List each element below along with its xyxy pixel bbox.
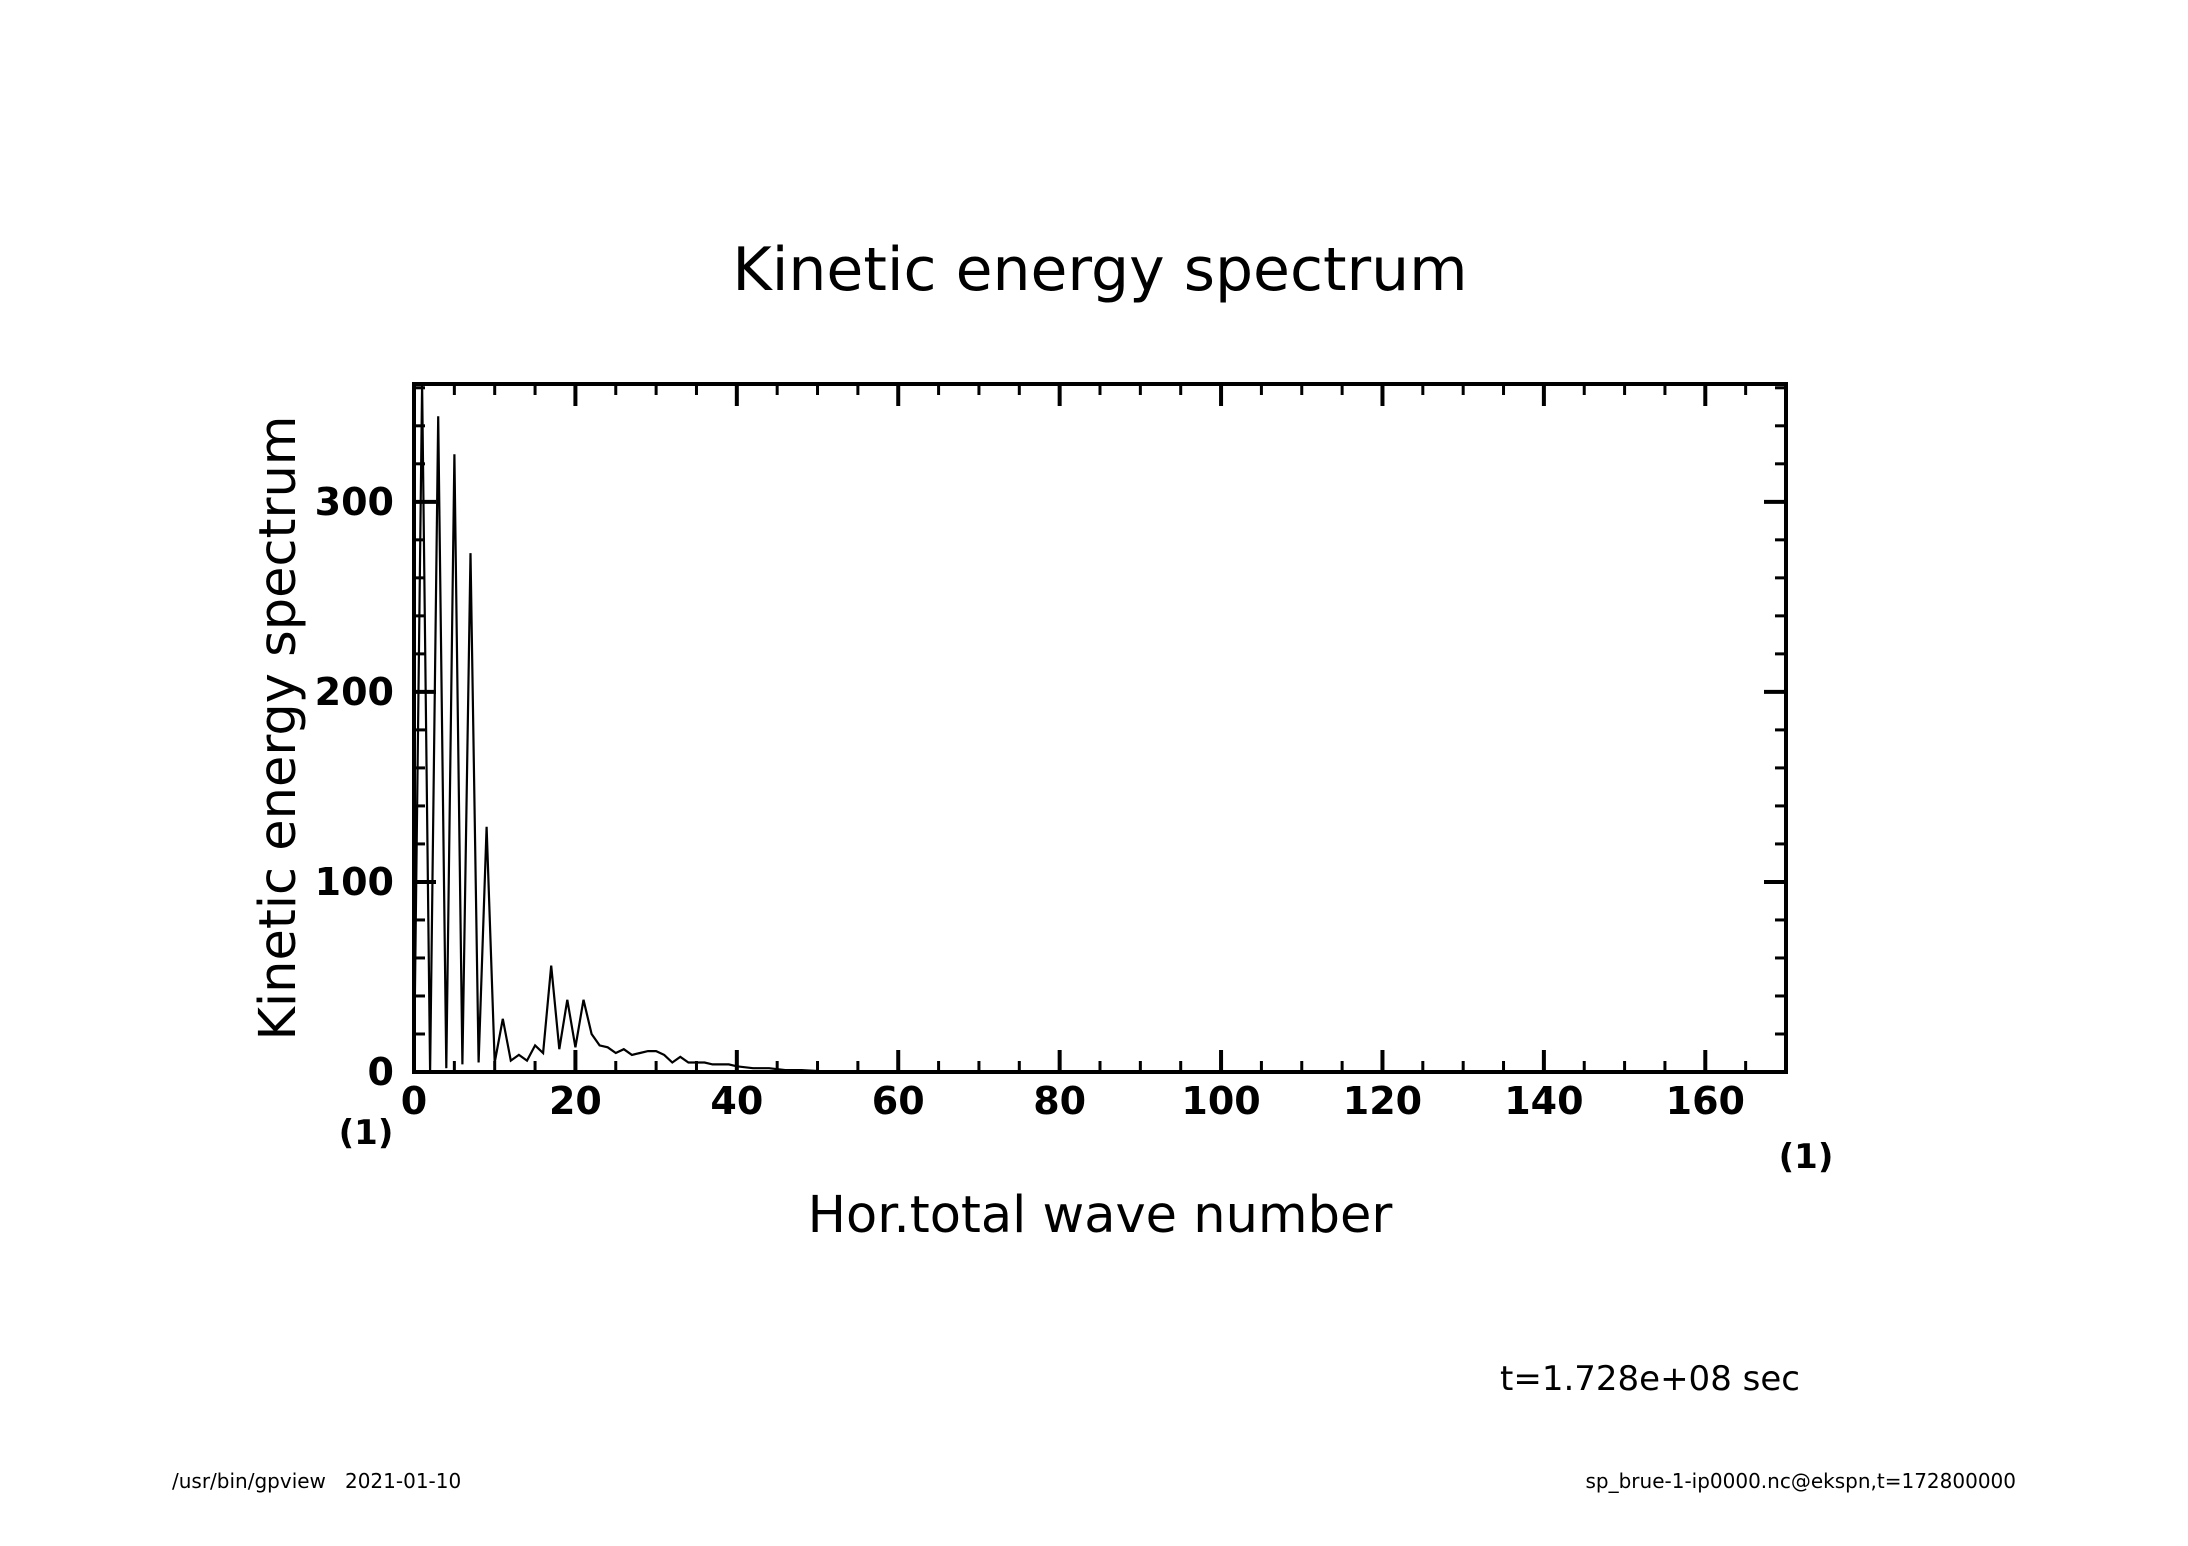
x-axis-unit-label: (1) [1779,1137,1834,1177]
x-tick-label: 100 [1181,1079,1260,1123]
x-tick-label: 40 [710,1079,763,1123]
x-tick-label: 0 [401,1079,427,1123]
y-tick-label: 100 [315,860,394,904]
axis-tick-labels: 0 20 40 60 80 100 120 140 160 0 100 200 300 [315,480,1745,1123]
y-tick-label: 200 [315,670,394,714]
x-tick-label: 120 [1343,1079,1422,1123]
plot-frame [412,382,1788,1074]
axis-ticks [412,384,1788,1074]
x-axis-title: Hor.total wave number [808,1186,1393,1245]
y-tick-label: 0 [368,1050,394,1094]
time-label: t=1.728e+08 sec [1500,1359,1800,1399]
x-tick-label: 160 [1666,1079,1745,1123]
chart-title: Kinetic energy spectrum [732,235,1467,305]
y-axis-title: Kinetic energy spectrum [249,416,308,1041]
spectrum-line [412,383,1786,1074]
x-tick-label: 140 [1504,1079,1583,1123]
footer-left: /usr/bin/gpview 2021-01-10 [172,1469,461,1493]
x-tick-label: 20 [549,1079,602,1123]
footer-right: sp_brue-1-ip0000.nc@ekspn,t=172800000 [1585,1469,2016,1493]
data-series [412,383,1786,1074]
x-tick-label: 80 [1033,1079,1086,1123]
plot-area: 0 20 40 60 80 100 120 140 160 0 100 200 300 [315,382,1788,1123]
y-axis-unit-label: (1) [339,1113,394,1153]
x-tick-label: 60 [872,1079,925,1123]
y-tick-label: 300 [315,480,394,524]
